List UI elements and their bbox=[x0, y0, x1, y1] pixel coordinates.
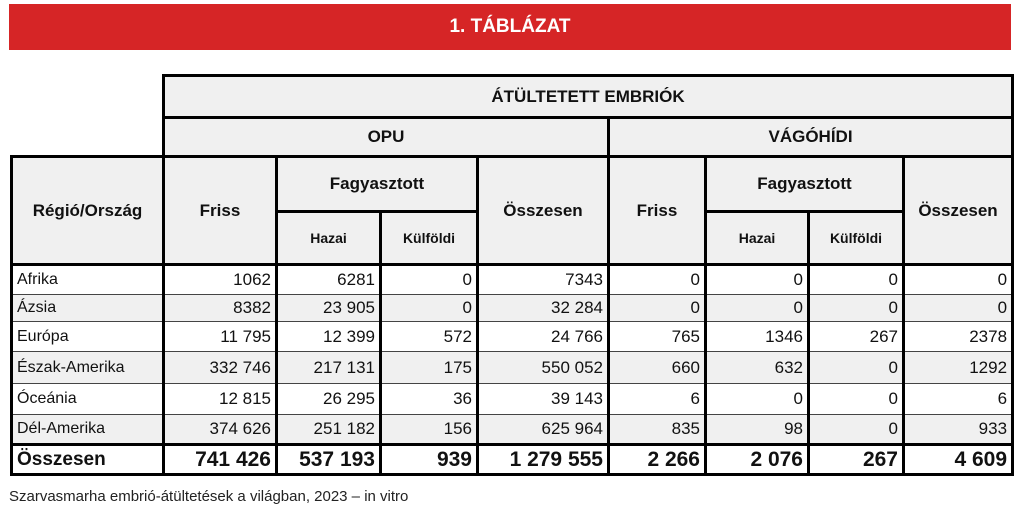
header-opu-kulfoldi: Külföldi bbox=[379, 210, 479, 266]
value-cell: 741 426 bbox=[162, 443, 278, 476]
value-cell: 933 bbox=[901, 414, 1015, 445]
value-cell: 0 bbox=[807, 383, 905, 415]
value-cell: 2 266 bbox=[607, 443, 707, 476]
value-cell: 0 bbox=[607, 264, 707, 295]
value-cell: 660 bbox=[607, 351, 707, 384]
table-body: Afrika 1062 6281 0 7343 0 0 0 0 Ázsia 8382 23 905 0 3… bbox=[10, 264, 1015, 476]
value-cell: 12 815 bbox=[162, 383, 278, 415]
header-opu-friss: Friss bbox=[162, 155, 278, 266]
value-cell: 0 bbox=[901, 264, 1015, 295]
table-row: Dél-Amerika 374 626 251 182 156 625 964 835 98… bbox=[10, 414, 1015, 445]
table-caption: Szarvasmarha embrió-átültetések a világb… bbox=[9, 488, 409, 505]
value-cell: 0 bbox=[901, 294, 1015, 322]
value-cell: 0 bbox=[607, 294, 707, 322]
value-cell: 23 905 bbox=[275, 294, 382, 322]
value-cell: 0 bbox=[807, 264, 905, 295]
value-cell: 0 bbox=[704, 264, 810, 295]
value-cell: 1062 bbox=[162, 264, 278, 295]
value-cell: 36 bbox=[379, 383, 479, 415]
value-cell: 374 626 bbox=[162, 414, 278, 445]
value-cell: 251 182 bbox=[275, 414, 382, 445]
region-cell: Összesen bbox=[10, 443, 165, 476]
region-cell: Észak-Amerika bbox=[10, 351, 165, 384]
table-row: Észak-Amerika 332 746 217 131 175 550 052 660… bbox=[10, 351, 1015, 384]
value-cell: 156 bbox=[379, 414, 479, 445]
header-vagohidi: VÁGÓHÍDI bbox=[606, 116, 1015, 158]
region-cell: Ázsia bbox=[10, 294, 165, 322]
value-cell: 0 bbox=[807, 351, 905, 384]
value-cell: 1292 bbox=[901, 351, 1015, 384]
value-cell: 6 bbox=[607, 383, 707, 415]
blank-corner bbox=[11, 75, 164, 118]
embryo-transfer-table: ÁTÜLTETETT EMBRIÓK OPU VÁGÓHÍDI Régió/Or… bbox=[10, 74, 1015, 476]
value-cell: 7343 bbox=[476, 264, 610, 295]
header-opu: OPU bbox=[162, 116, 610, 158]
value-cell: 175 bbox=[379, 351, 479, 384]
value-cell: 572 bbox=[379, 321, 479, 352]
value-cell: 835 bbox=[607, 414, 707, 445]
table-row: Európa 11 795 12 399 572 24 766 765 1346 267 237… bbox=[10, 321, 1015, 352]
total-row: Összesen 741 426 537 193 939 1 279 555 2 266 2… bbox=[10, 443, 1015, 476]
value-cell: 32 284 bbox=[476, 294, 610, 322]
table-title-banner: 1. TÁBLÁZAT bbox=[9, 4, 1011, 50]
value-cell: 0 bbox=[807, 414, 905, 445]
value-cell: 6281 bbox=[275, 264, 382, 295]
value-cell: 0 bbox=[704, 383, 810, 415]
table-row: Afrika 1062 6281 0 7343 0 0 0 0 bbox=[10, 264, 1015, 295]
value-cell: 217 131 bbox=[275, 351, 382, 384]
header-opu-hazai: Hazai bbox=[275, 210, 382, 266]
value-cell: 2378 bbox=[901, 321, 1015, 352]
header-opu-osszesen: Összesen bbox=[476, 155, 610, 266]
region-cell: Óceánia bbox=[10, 383, 165, 415]
value-cell: 0 bbox=[379, 264, 479, 295]
region-cell: Afrika bbox=[10, 264, 165, 295]
value-cell: 26 295 bbox=[275, 383, 382, 415]
header-vagohidi-hazai: Hazai bbox=[704, 210, 810, 266]
value-cell: 537 193 bbox=[275, 443, 382, 476]
value-cell: 0 bbox=[807, 294, 905, 322]
header-vagohidi-osszesen: Összesen bbox=[901, 155, 1015, 266]
value-cell: 39 143 bbox=[476, 383, 610, 415]
value-cell: 550 052 bbox=[476, 351, 610, 384]
region-cell: Európa bbox=[10, 321, 165, 352]
header-vagohidi-friss: Friss bbox=[607, 155, 707, 266]
value-cell: 267 bbox=[807, 443, 905, 476]
value-cell: 765 bbox=[607, 321, 707, 352]
value-cell: 98 bbox=[704, 414, 810, 445]
blank-corner bbox=[11, 117, 164, 157]
value-cell: 625 964 bbox=[476, 414, 610, 445]
table-row: Ázsia 8382 23 905 0 32 284 0 0 0 0 bbox=[10, 294, 1015, 322]
header-opu-fagyasztott: Fagyasztott bbox=[275, 155, 479, 213]
value-cell: 267 bbox=[807, 321, 905, 352]
header-transferred-embryos: ÁTÜLTETETT EMBRIÓK bbox=[161, 74, 1015, 119]
value-cell: 0 bbox=[379, 294, 479, 322]
value-cell: 0 bbox=[704, 294, 810, 322]
table-row: Óceánia 12 815 26 295 36 39 143 6 0 0 6 bbox=[10, 383, 1015, 415]
value-cell: 2 076 bbox=[704, 443, 810, 476]
value-cell: 1 279 555 bbox=[476, 443, 610, 476]
value-cell: 939 bbox=[379, 443, 479, 476]
header-vagohidi-fagyasztott: Fagyasztott bbox=[704, 155, 905, 213]
value-cell: 11 795 bbox=[162, 321, 278, 352]
value-cell: 632 bbox=[704, 351, 810, 384]
header-vagohidi-kulfoldi: Külföldi bbox=[807, 210, 905, 266]
value-cell: 24 766 bbox=[476, 321, 610, 352]
value-cell: 6 bbox=[901, 383, 1015, 415]
region-cell: Dél-Amerika bbox=[10, 414, 165, 445]
value-cell: 4 609 bbox=[901, 443, 1015, 476]
value-cell: 1346 bbox=[704, 321, 810, 352]
value-cell: 332 746 bbox=[162, 351, 278, 384]
value-cell: 12 399 bbox=[275, 321, 382, 352]
header-region: Régió/Ország bbox=[10, 155, 165, 266]
value-cell: 8382 bbox=[162, 294, 278, 322]
